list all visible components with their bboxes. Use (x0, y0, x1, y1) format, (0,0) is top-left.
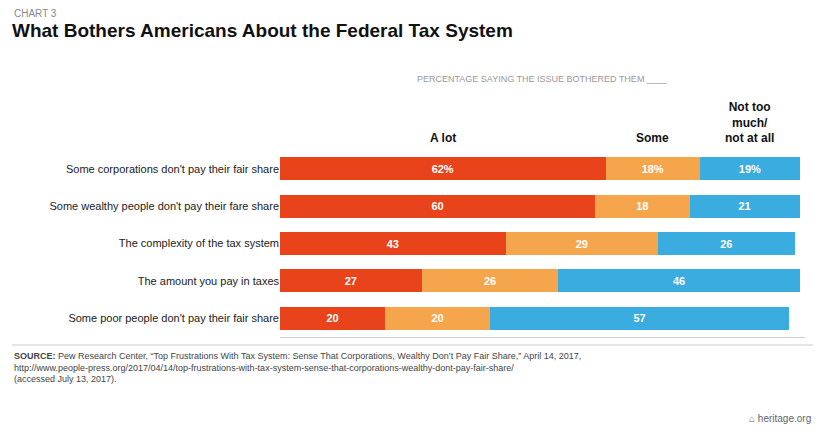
svg-text:18%: 18% (642, 163, 664, 175)
svg-text:18: 18 (636, 200, 648, 212)
svg-text:26: 26 (484, 275, 496, 287)
svg-text:21: 21 (739, 200, 751, 212)
svg-text:57: 57 (634, 312, 646, 324)
svg-text:Some poor people don't pay the: Some poor people don't pay their fair sh… (68, 312, 279, 324)
svg-text:26: 26 (720, 238, 732, 250)
svg-text:20: 20 (326, 312, 338, 324)
svg-text:43: 43 (387, 238, 399, 250)
svg-text:Some wealthy people don't pay: Some wealthy people don't pay their fare… (49, 200, 279, 212)
svg-text:Some corporations don't pay th: Some corporations don't pay their fair s… (66, 163, 279, 175)
svg-text:29: 29 (576, 238, 588, 250)
svg-text:PERCENTAGE SAYING THE ISSUE BO: PERCENTAGE SAYING THE ISSUE BOTHERED THE… (417, 74, 668, 84)
svg-text:SOURCE: Pew Research Center, “: SOURCE: Pew Research Center, “Top Frustr… (14, 351, 581, 384)
svg-text:Not toomuch/not at all: Not toomuch/not at all (725, 100, 774, 145)
svg-text:CHART 3: CHART 3 (14, 8, 57, 19)
svg-text:What Bothers Americans About t: What Bothers Americans About the Federal… (12, 20, 513, 41)
svg-text:The complexity of the tax syst: The complexity of the tax system (119, 237, 279, 249)
svg-text:⌂ heritage.org: ⌂ heritage.org (749, 413, 811, 424)
svg-text:60: 60 (431, 200, 443, 212)
svg-text:27: 27 (345, 275, 357, 287)
svg-text:20: 20 (431, 312, 443, 324)
svg-text:The amount you pay in taxes: The amount you pay in taxes (138, 275, 280, 287)
svg-text:62%: 62% (432, 163, 454, 175)
svg-text:Some: Some (636, 131, 669, 145)
svg-text:46: 46 (673, 275, 685, 287)
svg-text:A lot: A lot (430, 131, 456, 145)
svg-text:19%: 19% (739, 163, 761, 175)
